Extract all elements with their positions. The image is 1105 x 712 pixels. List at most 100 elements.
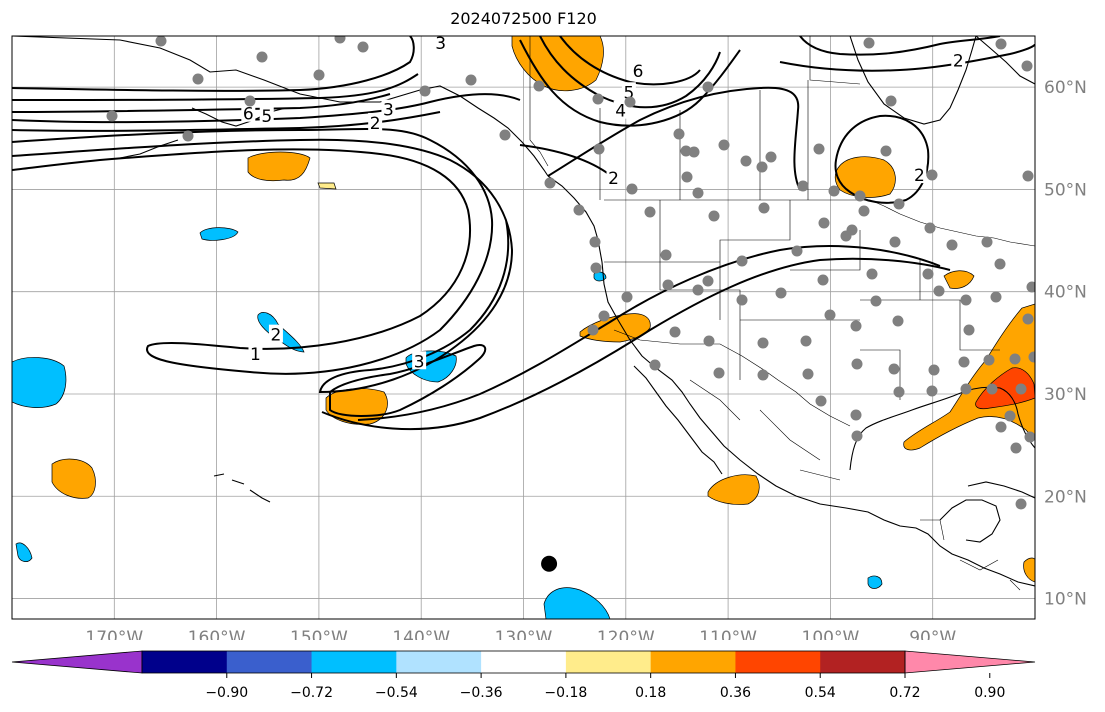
contour-1-outer [12, 127, 494, 375]
station-dot [192, 73, 204, 85]
colorbar-tick-label: 0.18 [635, 685, 666, 701]
coast-yucatan [939, 499, 1001, 543]
station-dot [924, 222, 936, 234]
lon-tick-label: 160°W [188, 628, 246, 640]
station-dot [813, 143, 825, 155]
colorbar-tick-labels: −0.90 −0.72 −0.54 −0.36 −0.18 0.18 0.36 0.54 0.7… [205, 673, 1005, 701]
lat-tick-label: 50°N [1044, 180, 1087, 200]
lon-tick-label: 170°W [85, 628, 143, 640]
station-dot [818, 217, 830, 229]
shade-small-north-pacific [317, 182, 337, 190]
colorbar-extend-low [11, 650, 143, 674]
contour-label: 3 [383, 101, 394, 121]
station-dot [740, 155, 752, 167]
station-dot [590, 262, 602, 274]
contour-canada-loops [519, 36, 741, 127]
contour-label-bg [912, 165, 927, 184]
station-dot [660, 249, 672, 261]
lon-tick-label: 140°W [392, 628, 450, 640]
contour-label: 3 [414, 352, 425, 372]
contour-label-bg [621, 82, 636, 101]
station-dot [703, 335, 715, 347]
station-dot [757, 369, 769, 381]
contour-label: 4 [615, 102, 626, 122]
station-dot [960, 383, 972, 395]
station-dot [963, 324, 975, 336]
station-dot [851, 358, 863, 370]
station-dot [802, 368, 814, 380]
station-dot [791, 245, 803, 257]
station-dot [499, 129, 511, 141]
colorbar-tick-label: −0.18 [544, 685, 587, 701]
colorbar-segment [226, 651, 313, 673]
station-dot [1009, 353, 1021, 365]
contour-subtropical-small-loop [329, 344, 487, 417]
lon-tick-label: 150°W [290, 628, 348, 640]
contour-label: 5 [623, 83, 634, 103]
station-dot [419, 85, 431, 97]
contour-label: 3 [435, 34, 446, 54]
lon-tick-label: 120°W [597, 628, 655, 640]
station-dot [870, 295, 882, 307]
station-dot [592, 93, 604, 105]
colorbar-segment [481, 651, 567, 673]
lon-tick-label: 110°W [699, 628, 757, 640]
station-dot [1015, 383, 1027, 395]
latitude-tick-labels: 10°N 20°N 30°N 40°N 50°N 60°N [1044, 78, 1087, 609]
shade-blue-west-edge [12, 357, 67, 408]
contour-2-loop [12, 138, 514, 394]
shade-orange-baja [707, 474, 760, 505]
shade-blue-north-pacific [199, 227, 239, 241]
station-dot [994, 258, 1006, 270]
station-dot [708, 210, 720, 222]
station-dot [892, 315, 904, 327]
station-dot [621, 291, 633, 303]
colorbar-tick-label: −0.36 [460, 685, 503, 701]
coast-east [975, 36, 1035, 85]
lat-tick-label: 40°N [1044, 283, 1087, 303]
contour-3-alaska [12, 111, 441, 132]
station-dot [1004, 410, 1016, 422]
station-dot [928, 364, 940, 376]
border-central-america [920, 519, 1021, 591]
lon-tick-label: 90°W [909, 628, 956, 640]
contour-2-lower [357, 245, 941, 421]
station-dot [155, 36, 167, 47]
contour-label: 2 [953, 52, 964, 72]
contour-label: 2 [608, 169, 619, 189]
station-dot [850, 320, 862, 332]
station-dot [824, 309, 836, 321]
station-dot [593, 143, 605, 155]
colorbar-frame [141, 650, 906, 674]
station-dot [863, 37, 875, 49]
shade-blue-small-west [15, 542, 33, 562]
contour-label-bg [381, 99, 396, 118]
station-dot [995, 421, 1007, 433]
coast-alaska [12, 36, 549, 177]
contour-2-northeast [779, 43, 1035, 72]
station-dot [933, 285, 945, 297]
lon-tick-label: 130°W [495, 628, 553, 640]
colorbar-tick-label: −0.72 [290, 685, 333, 701]
station-dot [736, 294, 748, 306]
coast-cuba [967, 481, 1035, 499]
colorbar-tick-label: −0.54 [375, 685, 418, 701]
station-dot [889, 236, 901, 248]
station-dot [922, 268, 934, 280]
station-dot [888, 363, 900, 375]
colorbar-segment [311, 651, 397, 673]
contour-2-alaska [12, 93, 521, 124]
lat-tick-label: 60°N [1044, 78, 1087, 98]
colorbar-segment [735, 651, 821, 673]
lat-tick-label: 10°N [1044, 590, 1087, 610]
station-dot [713, 367, 725, 379]
station-dot [854, 190, 866, 202]
contour-lines [12, 36, 1035, 431]
station-dot [533, 80, 545, 92]
station-dot [815, 395, 827, 407]
contour-label: 6 [633, 62, 644, 82]
contour-label-bg [368, 112, 383, 131]
colorbar-segment [820, 651, 906, 673]
